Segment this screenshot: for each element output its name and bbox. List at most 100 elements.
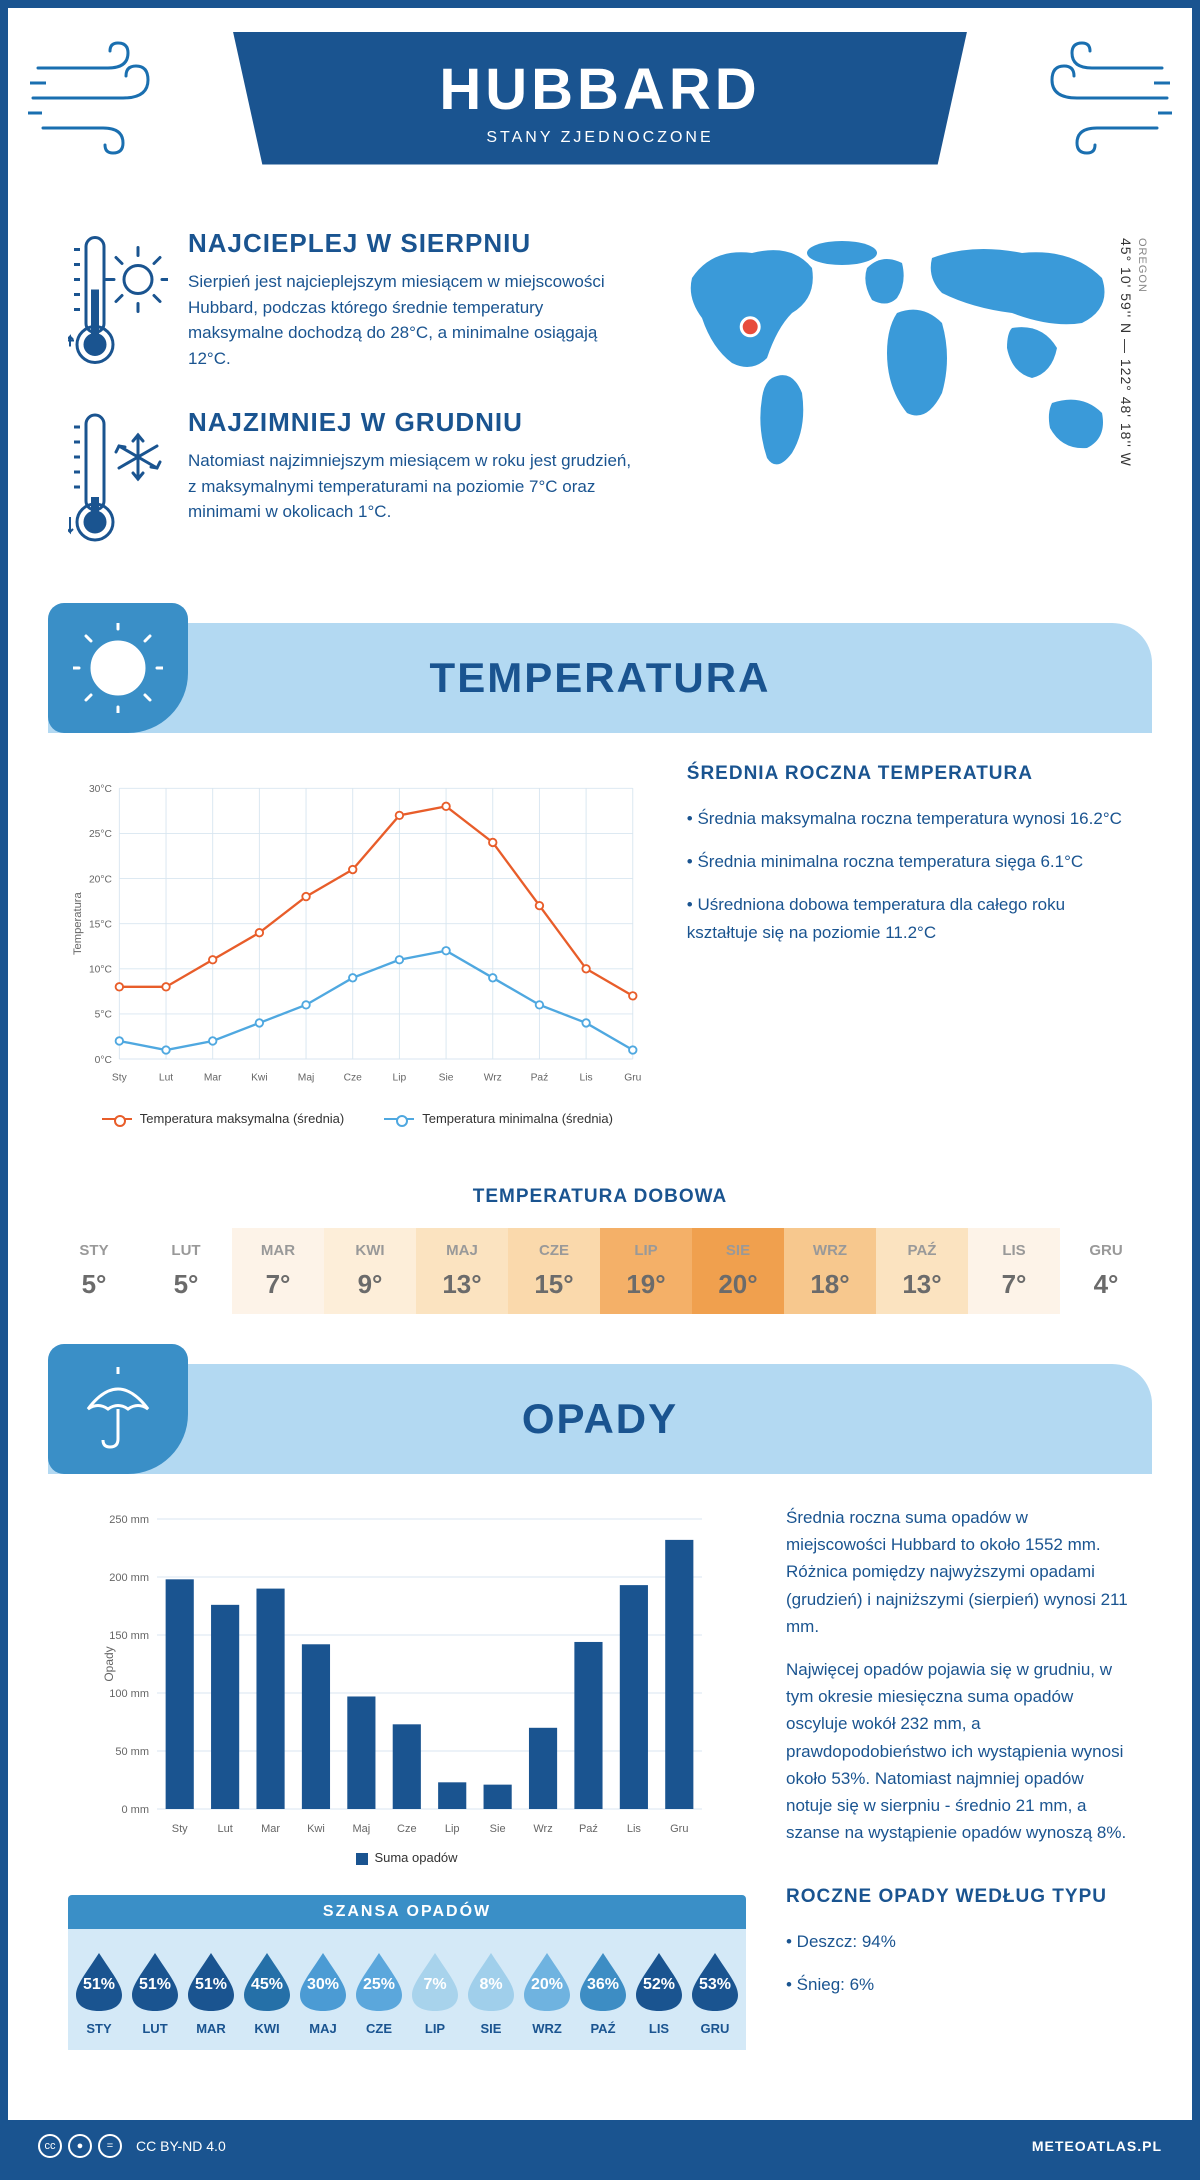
svg-text:Lut: Lut: [217, 1823, 232, 1835]
svg-text:Gru: Gru: [670, 1823, 688, 1835]
daily-cell: SIE20°: [692, 1228, 784, 1314]
city-title: HUBBARD: [233, 56, 967, 123]
svg-text:200 mm: 200 mm: [109, 1572, 149, 1584]
license-text: CC BY-ND 4.0: [136, 2138, 226, 2154]
svg-text:30°C: 30°C: [89, 784, 113, 795]
title-banner: HUBBARD STANY ZJEDNOCZONE: [233, 32, 967, 165]
chance-drop: 30%MAJ: [296, 1949, 350, 2036]
daily-cell: STY5°: [48, 1228, 140, 1314]
coldest-block: NAJZIMNIEJ W GRUDNIU Natomiast najzimnie…: [68, 407, 632, 547]
thermometer-hot-icon: [68, 228, 168, 371]
svg-text:Lip: Lip: [445, 1823, 460, 1835]
cc-icon: cc: [38, 2134, 62, 2158]
thermometer-cold-icon: [68, 407, 168, 547]
svg-text:Paź: Paź: [531, 1072, 549, 1083]
svg-text:250 mm: 250 mm: [109, 1514, 149, 1526]
precipitation-heading: OPADY: [188, 1395, 1152, 1443]
header: HUBBARD STANY ZJEDNOCZONE: [8, 8, 1192, 188]
svg-text:Gru: Gru: [624, 1072, 641, 1083]
coords-text: 45° 10' 59'' N — 122° 48' 18'' W: [1118, 238, 1134, 467]
footer: cc ● = CC BY-ND 4.0 METEOATLAS.PL: [8, 2120, 1192, 2172]
temperature-banner: TEMPERATURA: [48, 623, 1152, 733]
annual-bullet: • Średnia minimalna roczna temperatura s…: [687, 848, 1132, 875]
annual-bullet: • Średnia maksymalna roczna temperatura …: [687, 805, 1132, 832]
svg-text:Wrz: Wrz: [533, 1823, 552, 1835]
svg-text:150 mm: 150 mm: [109, 1630, 149, 1642]
annual-temp-title: ŚREDNIA ROCZNA TEMPERATURA: [687, 763, 1132, 785]
precipitation-banner: OPADY: [48, 1364, 1152, 1474]
cc-nd-icon: =: [98, 2134, 122, 2158]
daily-cell: LIP19°: [600, 1228, 692, 1314]
svg-text:Lis: Lis: [627, 1823, 642, 1835]
daily-cell: CZE15°: [508, 1228, 600, 1314]
svg-text:Temperatura: Temperatura: [72, 891, 84, 955]
svg-text:Paź: Paź: [579, 1823, 598, 1835]
svg-text:Cze: Cze: [344, 1072, 363, 1083]
cc-icons: cc ● =: [38, 2134, 122, 2158]
svg-text:25°C: 25°C: [89, 829, 113, 840]
temperature-summary: ŚREDNIA ROCZNA TEMPERATURA • Średnia mak…: [687, 763, 1132, 1126]
wind-swirl-icon: [28, 38, 168, 158]
chance-title: SZANSA OPADÓW: [68, 1895, 746, 1929]
cc-by-icon: ●: [68, 2134, 92, 2158]
svg-text:Lut: Lut: [159, 1072, 173, 1083]
temperature-heading: TEMPERATURA: [188, 654, 1152, 702]
hottest-block: NAJCIEPLEJ W SIERPNIU Sierpień jest najc…: [68, 228, 632, 371]
chance-drop: 51%STY: [72, 1949, 126, 2036]
annual-bullet: • Uśredniona dobowa temperatura dla całe…: [687, 891, 1132, 945]
daily-cell: PAŹ13°: [876, 1228, 968, 1314]
coldest-title: NAJZIMNIEJ W GRUDNIU: [188, 407, 632, 438]
svg-text:Kwi: Kwi: [307, 1823, 325, 1835]
brand-text: METEOATLAS.PL: [1032, 2138, 1162, 2154]
svg-text:Lis: Lis: [580, 1072, 593, 1083]
precip-type-title: ROCZNE OPADY WEDŁUG TYPU: [786, 1886, 1132, 1908]
svg-text:Maj: Maj: [353, 1823, 371, 1835]
chance-drop: 7%LIP: [408, 1949, 462, 2036]
svg-text:50 mm: 50 mm: [115, 1746, 149, 1758]
chance-drop: 51%LUT: [128, 1949, 182, 2036]
precip-type-item: • Deszcz: 94%: [786, 1928, 1132, 1955]
daily-cell: GRU4°: [1060, 1228, 1152, 1314]
sun-icon: [48, 603, 188, 733]
daily-cell: LUT5°: [140, 1228, 232, 1314]
svg-text:Maj: Maj: [298, 1072, 315, 1083]
svg-text:Mar: Mar: [261, 1823, 280, 1835]
svg-text:Sty: Sty: [112, 1072, 128, 1083]
coldest-text: Natomiast najzimniejszym miesiącem w rok…: [188, 448, 632, 525]
daily-cell: WRZ18°: [784, 1228, 876, 1314]
svg-text:Mar: Mar: [204, 1072, 222, 1083]
country-subtitle: STANY ZJEDNOCZONE: [233, 129, 967, 147]
svg-text:5°C: 5°C: [95, 1010, 113, 1021]
daily-temp-title: TEMPERATURA DOBOWA: [8, 1186, 1192, 1208]
precip-para: Najwięcej opadów pojawia się w grudniu, …: [786, 1656, 1132, 1846]
precip-type-item: • Śnieg: 6%: [786, 1971, 1132, 1998]
chance-drop: 8%SIE: [464, 1949, 518, 2036]
svg-text:Opady: Opady: [102, 1646, 116, 1681]
chance-drop: 51%MAR: [184, 1949, 238, 2036]
umbrella-icon: [48, 1344, 188, 1474]
chance-drop: 20%WRZ: [520, 1949, 574, 2036]
legend-min: Temperatura minimalna (średnia): [384, 1111, 613, 1126]
daily-temp-table: STY5°LUT5°MAR7°KWI9°MAJ13°CZE15°LIP19°SI…: [48, 1228, 1152, 1314]
svg-text:0°C: 0°C: [95, 1055, 113, 1066]
daily-cell: KWI9°: [324, 1228, 416, 1314]
chance-drop: 52%LIS: [632, 1949, 686, 2036]
svg-text:0 mm: 0 mm: [122, 1804, 150, 1816]
svg-text:10°C: 10°C: [89, 965, 113, 976]
hottest-text: Sierpień jest najcieplejszym miesiącem w…: [188, 269, 632, 371]
svg-text:Wrz: Wrz: [484, 1072, 502, 1083]
precipitation-chance-table: SZANSA OPADÓW 51%STY51%LUT51%MAR45%KWI30…: [68, 1895, 746, 2050]
daily-cell: MAR7°: [232, 1228, 324, 1314]
svg-text:20°C: 20°C: [89, 874, 113, 885]
world-map: OREGON 45° 10' 59'' N — 122° 48' 18'' W: [672, 228, 1132, 583]
precip-para: Średnia roczna suma opadów w miejscowośc…: [786, 1504, 1132, 1640]
coords-label: OREGON 45° 10' 59'' N — 122° 48' 18'' W: [1118, 238, 1150, 467]
chance-drop: 36%PAŹ: [576, 1949, 630, 2036]
svg-text:100 mm: 100 mm: [109, 1688, 149, 1700]
svg-text:Cze: Cze: [397, 1823, 417, 1835]
hottest-title: NAJCIEPLEJ W SIERPNIU: [188, 228, 632, 259]
daily-cell: LIS7°: [968, 1228, 1060, 1314]
precipitation-bar-chart: 0 mm50 mm100 mm150 mm200 mm250 mmStyLutM…: [68, 1504, 746, 2050]
chance-drop: 45%KWI: [240, 1949, 294, 2036]
chance-drop: 25%CZE: [352, 1949, 406, 2036]
